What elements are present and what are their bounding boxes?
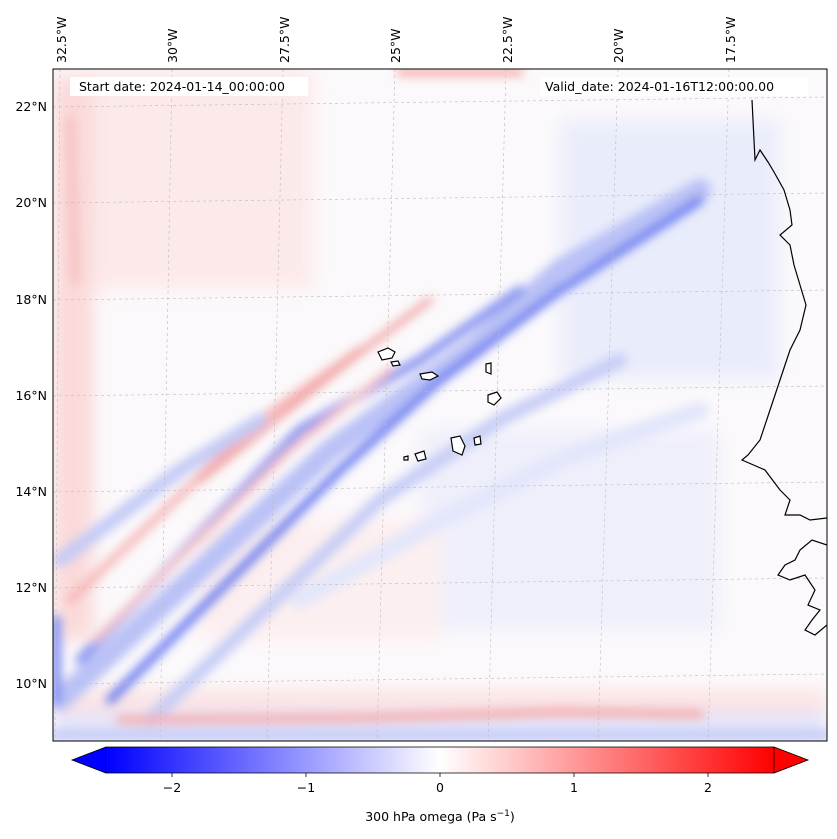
islands — [377, 347, 502, 462]
longitude-labels: 32.5°W 30°W 27.5°W 25°W 22.5°W 20°W 17.5… — [54, 17, 738, 63]
lat-label: 10°N — [15, 676, 47, 691]
lat-label: 16°N — [15, 388, 47, 403]
start-date-label: Start date: 2024-01-14_00:00:00 — [79, 79, 285, 94]
colorbar-tick-label: 2 — [704, 780, 712, 795]
lat-label: 14°N — [15, 484, 47, 499]
graticule — [53, 69, 827, 741]
lon-label: 22.5°W — [500, 17, 515, 63]
lon-label: 25°W — [388, 28, 403, 63]
latitude-labels: 22°N 20°N 18°N 16°N 14°N 12°N 10°N — [15, 99, 47, 691]
island-santiago — [450, 435, 466, 456]
colorbar-tick-label: −1 — [297, 780, 315, 795]
lon-label: 27.5°W — [277, 17, 292, 63]
colorbar-tick-label: 0 — [436, 780, 444, 795]
lat-label: 18°N — [15, 292, 47, 307]
lat-label: 22°N — [15, 99, 47, 114]
lat-label: 20°N — [15, 195, 47, 210]
island-fogo — [414, 450, 427, 462]
lon-label: 17.5°W — [723, 17, 738, 63]
valid-date-box — [540, 77, 808, 96]
lon-label: 30°W — [165, 28, 180, 63]
island-boa-vista — [487, 391, 502, 406]
colorbar-tick-label: 1 — [570, 780, 578, 795]
island-sao-vicente — [390, 360, 401, 367]
colorbar-tick-labels: −2 −1 0 1 2 — [163, 780, 712, 795]
valid-date-label: Valid_date: 2024-01-16T12:00:00.00 — [545, 79, 774, 94]
colorbar-high-extend — [773, 746, 810, 774]
start-date-box — [70, 77, 308, 96]
colorbar-label: 300 hPa omega (Pa s−1) — [365, 809, 515, 824]
colorbar-tick-label: −2 — [163, 780, 181, 795]
island-brava — [403, 455, 409, 461]
island-sal — [485, 362, 492, 375]
african-coastline — [740, 99, 827, 636]
lon-label: 32.5°W — [54, 17, 69, 63]
colorbar-low-extend — [70, 746, 107, 774]
island-sao-nicolau — [419, 371, 440, 381]
map-panel: Start date: 2024-01-14_00:00:00 Valid_da… — [52, 68, 828, 742]
island-santo-antao — [377, 347, 396, 361]
colorbar-gradient — [106, 747, 774, 773]
island-maio — [473, 435, 482, 446]
lon-label: 20°W — [611, 28, 626, 63]
map-frame — [52, 68, 828, 742]
colorbar: −2 −1 0 1 2 300 hPa omega (Pa s−1) — [70, 746, 810, 824]
omega-field — [53, 69, 827, 741]
lat-label: 12°N — [15, 580, 47, 595]
colorbar-ticks — [171, 773, 709, 777]
